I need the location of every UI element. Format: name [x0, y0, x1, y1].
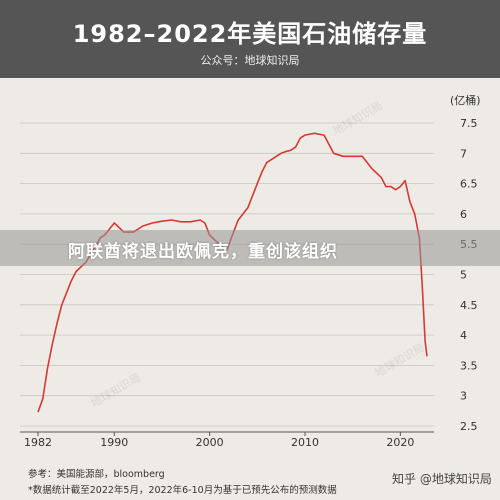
y-tick-label: 7.5 [460, 117, 478, 130]
y-tick-label: 2.5 [460, 420, 478, 433]
chart-header: 1982–2022年美国石油储存量 公众号：地球知识局 [0, 0, 500, 78]
y-tick-label: 6.5 [460, 178, 478, 191]
y-tick-label: 4.5 [460, 299, 478, 312]
x-tick-label: 1982 [24, 436, 52, 449]
x-tick-label: 2020 [386, 436, 414, 449]
y-axis-unit-label: (亿桶) [450, 94, 481, 107]
y-tick-label: 5 [460, 269, 467, 282]
y-tick-label: 4 [460, 329, 467, 342]
x-tick-label: 2000 [196, 436, 224, 449]
headline-text: 阿联酋将退出欧佩克，重创该组织 [68, 242, 338, 262]
headline-banner [0, 230, 500, 266]
x-tick-label: 1990 [100, 436, 128, 449]
brand-watermark: 知乎 @地球知识局 [392, 472, 492, 486]
series-line [37, 132, 428, 413]
x-tick-label: 2010 [291, 436, 319, 449]
y-tick-label: 3.5 [460, 359, 478, 372]
chart-subtitle: 公众号：地球知识局 [200, 54, 300, 67]
y-tick-label: 7 [460, 147, 467, 160]
footer-note: *数据统计截至2022年5月，2022年6-10月为基于已预先公布的预测数据 [28, 485, 337, 496]
chart-title: 1982–2022年美国石油储存量 [72, 20, 428, 48]
y-tick-label: 6 [460, 208, 467, 221]
y-tick-label: 3 [460, 390, 467, 403]
footer-source: 参考：美国能源部，bloomberg [28, 469, 165, 480]
